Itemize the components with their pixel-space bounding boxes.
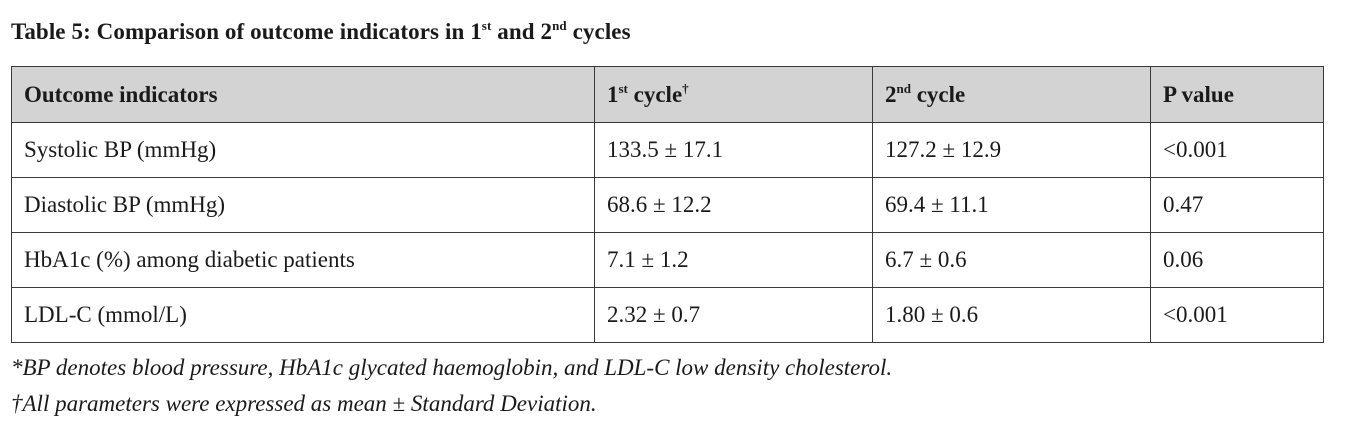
table-row: Systolic BP (mmHg) 133.5 ± 17.1 127.2 ± …: [11, 122, 1324, 178]
table-cell: 0.47: [1150, 177, 1324, 233]
table-cell: 133.5 ± 17.1: [594, 122, 873, 178]
table-row: HbA1c (%) among diabetic patients 7.1 ± …: [11, 232, 1324, 288]
table-cell: 0.06: [1150, 232, 1324, 288]
table-row: LDL-C (mmol/L) 2.32 ± 0.7 1.80 ± 0.6 <0.…: [11, 287, 1324, 343]
table-cell: <0.001: [1150, 122, 1324, 178]
dagger-mark: †: [682, 80, 689, 96]
header-outcome-indicators: Outcome indicators: [11, 66, 595, 123]
header-row: Outcome indicators 1st cycle† 2nd cycle …: [11, 66, 1324, 123]
table-cell: <0.001: [1150, 287, 1324, 343]
table-cell: 127.2 ± 12.9: [872, 122, 1151, 178]
table-cell: 6.7 ± 0.6: [872, 232, 1151, 288]
header-p-value: P value: [1150, 66, 1324, 123]
footnote-dagger: †All parameters were expressed as mean ±…: [11, 391, 597, 416]
header-second-cycle: 2nd cycle: [872, 66, 1151, 123]
caption-sup-nd: nd: [552, 18, 567, 33]
caption-prefix: Table 5: Comparison of outcome indicator…: [11, 19, 482, 44]
table-cell: Systolic BP (mmHg): [11, 122, 595, 178]
outcome-table: Outcome indicators 1st cycle† 2nd cycle …: [11, 66, 1324, 343]
table-cell: 7.1 ± 1.2: [594, 232, 873, 288]
table-cell: 69.4 ± 11.1: [872, 177, 1151, 233]
caption-suffix: cycles: [566, 19, 631, 44]
table-cell: 1.80 ± 0.6: [872, 287, 1151, 343]
table-cell: 2.32 ± 0.7: [594, 287, 873, 343]
table-cell: HbA1c (%) among diabetic patients: [11, 232, 595, 288]
table-row: Diastolic BP (mmHg) 68.6 ± 12.2 69.4 ± 1…: [11, 177, 1324, 233]
table-cell: Diastolic BP (mmHg): [11, 177, 595, 233]
table-cell: LDL-C (mmol/L): [11, 287, 595, 343]
caption-sup-st: st: [481, 18, 492, 33]
caption-middle: and 2: [491, 19, 553, 44]
footnote-abbreviations: *BP denotes blood pressure, HbA1c glycat…: [11, 355, 893, 380]
table-caption: Table 5: Comparison of outcome indicator…: [11, 19, 631, 45]
header-first-cycle: 1st cycle†: [594, 66, 873, 123]
table-cell: 68.6 ± 12.2: [594, 177, 873, 233]
